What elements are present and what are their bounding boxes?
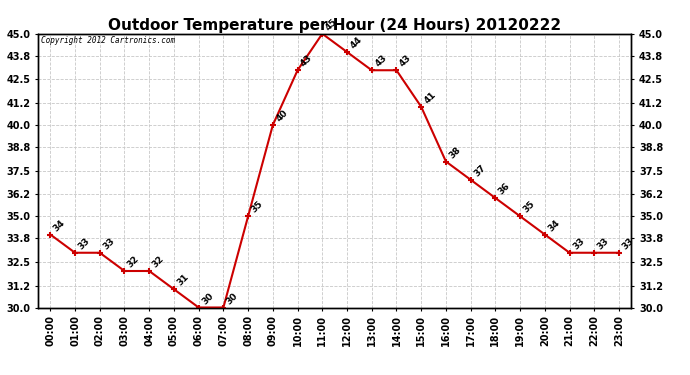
Text: 34: 34: [52, 218, 67, 233]
Text: 41: 41: [422, 90, 438, 105]
Text: 30: 30: [200, 291, 215, 306]
Text: 43: 43: [398, 54, 413, 69]
Text: 32: 32: [150, 254, 166, 270]
Text: 34: 34: [546, 218, 562, 233]
Text: 43: 43: [299, 54, 314, 69]
Title: Outdoor Temperature per Hour (24 Hours) 20120222: Outdoor Temperature per Hour (24 Hours) …: [108, 18, 561, 33]
Text: Copyright 2012 Cartronics.com: Copyright 2012 Cartronics.com: [41, 36, 175, 45]
Text: 38: 38: [447, 145, 462, 160]
Text: 35: 35: [522, 200, 537, 215]
Text: 33: 33: [101, 236, 117, 251]
Text: 37: 37: [472, 163, 487, 178]
Text: 31: 31: [175, 273, 190, 288]
Text: 32: 32: [126, 254, 141, 270]
Text: 33: 33: [77, 236, 92, 251]
Text: 40: 40: [274, 108, 289, 124]
Text: 30: 30: [225, 291, 240, 306]
Text: 35: 35: [250, 200, 265, 215]
Text: 43: 43: [373, 54, 388, 69]
Text: 33: 33: [620, 236, 635, 251]
Text: 33: 33: [595, 236, 611, 251]
Text: 44: 44: [348, 35, 364, 51]
Text: 45: 45: [324, 17, 339, 32]
Text: 33: 33: [571, 236, 586, 251]
Text: 36: 36: [497, 182, 512, 196]
